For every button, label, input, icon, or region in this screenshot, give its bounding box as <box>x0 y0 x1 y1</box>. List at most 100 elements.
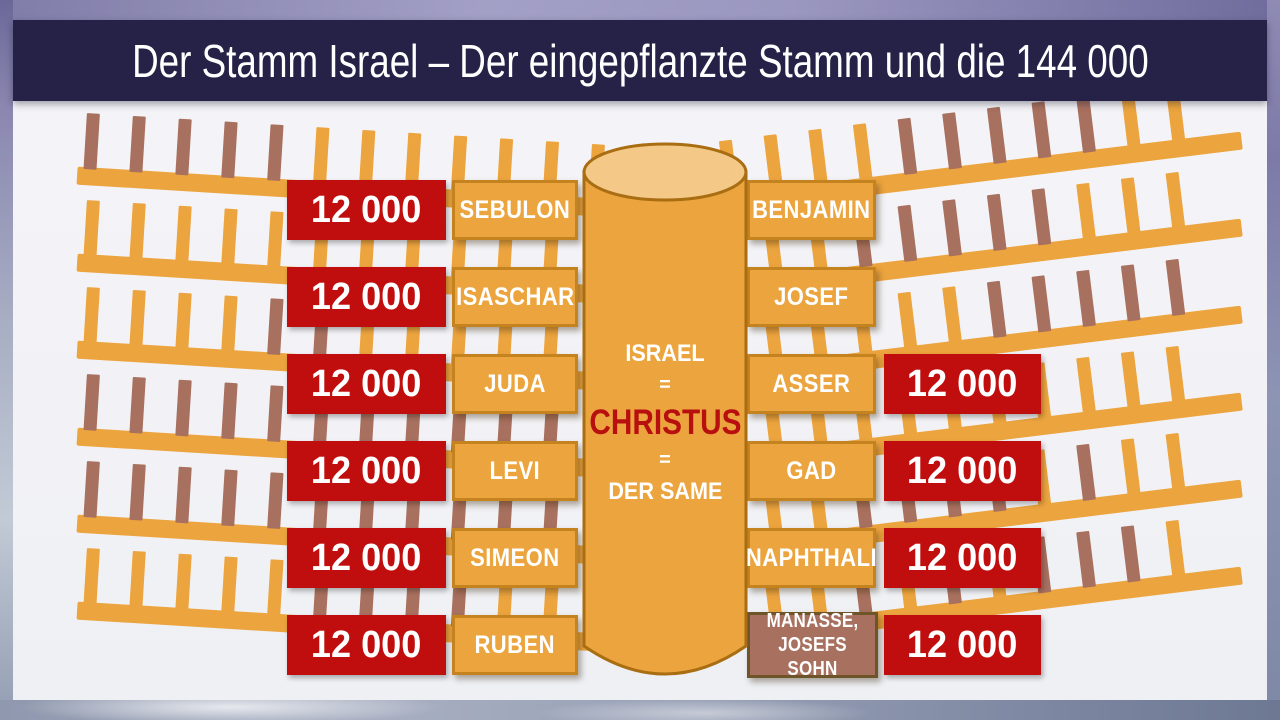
count-box-left-2: 12 000 <box>287 267 446 327</box>
photo-border-left <box>0 0 13 720</box>
branch-twig <box>267 298 284 355</box>
tribe-box-manasse: MANASSE, JOSEFS SOHN <box>747 610 878 680</box>
branch-twig <box>129 202 146 260</box>
branch-twig <box>1031 275 1052 333</box>
branch-twig <box>986 106 1007 164</box>
tribe-box-sebulon: SEBULON <box>452 180 578 240</box>
branch-twig <box>267 559 284 616</box>
branch-twig <box>1165 432 1186 491</box>
branch-twig <box>1031 188 1052 246</box>
branch-twig <box>221 469 238 527</box>
branch-twig <box>83 374 100 431</box>
title-bar: Der Stamm Israel – Der eingepflanzte Sta… <box>13 20 1267 101</box>
photo-border-right <box>1267 0 1280 720</box>
count-value: 12 000 <box>311 623 422 666</box>
branch-twig <box>942 286 962 344</box>
photo-border-bottom <box>0 700 1280 720</box>
branch-twig <box>1076 443 1096 501</box>
tribe-box-asser: ASSER <box>747 354 876 414</box>
tribe-name: SIMEON <box>470 543 560 572</box>
branch-twig <box>897 117 918 175</box>
tribe-name: BENJAMIN <box>752 195 871 224</box>
branch-twig <box>83 113 100 170</box>
tribe-box-naphthali: NAPHTHALI <box>745 528 878 588</box>
branch-twig <box>897 291 918 349</box>
branch-twig <box>129 115 146 173</box>
count-value: 12 000 <box>907 536 1018 579</box>
tribe-box-levi: LEVI <box>452 441 578 501</box>
branch-twig <box>1076 530 1096 588</box>
branch-twig <box>808 128 828 186</box>
trunk-equals-1: = <box>659 374 671 396</box>
tribe-box-benjamin: BENJAMIN <box>747 180 876 240</box>
tribe-box-isaschar: ISASCHAR <box>452 267 578 327</box>
count-box-left-3: 12 000 <box>287 354 446 414</box>
tribe-name: RUBEN <box>474 630 556 659</box>
branch-twig <box>986 280 1007 338</box>
count-value: 12 000 <box>311 362 422 405</box>
branch-twig <box>221 121 238 179</box>
tree-trunk <box>580 140 750 702</box>
tribe-name: NAPHTHALI <box>745 543 878 572</box>
count-value: 12 000 <box>311 449 422 492</box>
tribe-name-line: JOSEFS SOHN <box>778 634 847 680</box>
branch-twig <box>1120 264 1141 322</box>
branch-twig <box>129 376 146 434</box>
branch-twig <box>267 211 284 268</box>
branch-twig <box>175 379 192 437</box>
branch-twig <box>942 199 962 257</box>
branch-twig <box>897 204 918 262</box>
branch-twig <box>221 208 238 266</box>
count-value: 12 000 <box>907 362 1018 405</box>
count-value: 12 000 <box>907 623 1018 666</box>
count-value: 12 000 <box>311 536 422 579</box>
branch-twig <box>175 466 192 524</box>
branch-twig <box>267 124 284 181</box>
branch-twig <box>1165 171 1186 230</box>
count-box-left-5: 12 000 <box>287 528 446 588</box>
branch-twig <box>129 463 146 521</box>
count-value: 12 000 <box>311 188 422 231</box>
tribe-box-ruben: RUBEN <box>452 615 578 675</box>
tribe-box-gad: GAD <box>747 441 876 501</box>
count-box-right-4: 12 000 <box>884 441 1041 501</box>
count-box-left-6: 12 000 <box>287 615 446 675</box>
branch-twig <box>1076 269 1096 327</box>
trunk-label-israel: ISRAEL <box>625 340 705 367</box>
branch-twig <box>1076 356 1096 414</box>
tribe-name-line: MANASSE, <box>766 610 859 632</box>
branch-twig <box>83 548 100 605</box>
tribe-name: ASSER <box>772 369 851 398</box>
branch-twig <box>1120 438 1141 496</box>
tribe-box-josef: JOSEF <box>747 267 876 327</box>
branch-twig <box>1165 519 1186 578</box>
branch-twig <box>358 129 376 187</box>
branch-twig <box>1120 351 1141 409</box>
count-box-left-1: 12 000 <box>287 180 446 240</box>
branch-twig <box>129 550 146 608</box>
branch-twig <box>313 127 330 184</box>
branch-twig <box>986 193 1007 251</box>
branch-twig <box>175 292 192 350</box>
tribe-name: JUDA <box>484 369 546 398</box>
count-box-right-6: 12 000 <box>884 615 1041 675</box>
branch-twig <box>175 553 192 611</box>
count-value: 12 000 <box>311 275 422 318</box>
branch-twig <box>1120 525 1141 583</box>
trunk-equals-2: = <box>659 449 671 471</box>
trunk-label-christus: CHRISTUS <box>588 403 742 442</box>
branch-twig <box>221 295 238 353</box>
branch-twig <box>221 382 238 440</box>
branch-twig <box>1076 182 1096 240</box>
tribe-name: SEBULON <box>459 195 571 224</box>
branch-twig <box>83 200 100 257</box>
branch-twig <box>1120 177 1141 235</box>
slide-title: Der Stamm Israel – Der eingepflanzte Sta… <box>131 34 1149 87</box>
branch-twig <box>83 287 100 344</box>
branch-twig <box>267 472 284 529</box>
branch-twig <box>1076 95 1096 153</box>
tribe-name: GAD <box>786 456 837 485</box>
count-box-left-4: 12 000 <box>287 441 446 501</box>
branch-twig <box>175 205 192 263</box>
